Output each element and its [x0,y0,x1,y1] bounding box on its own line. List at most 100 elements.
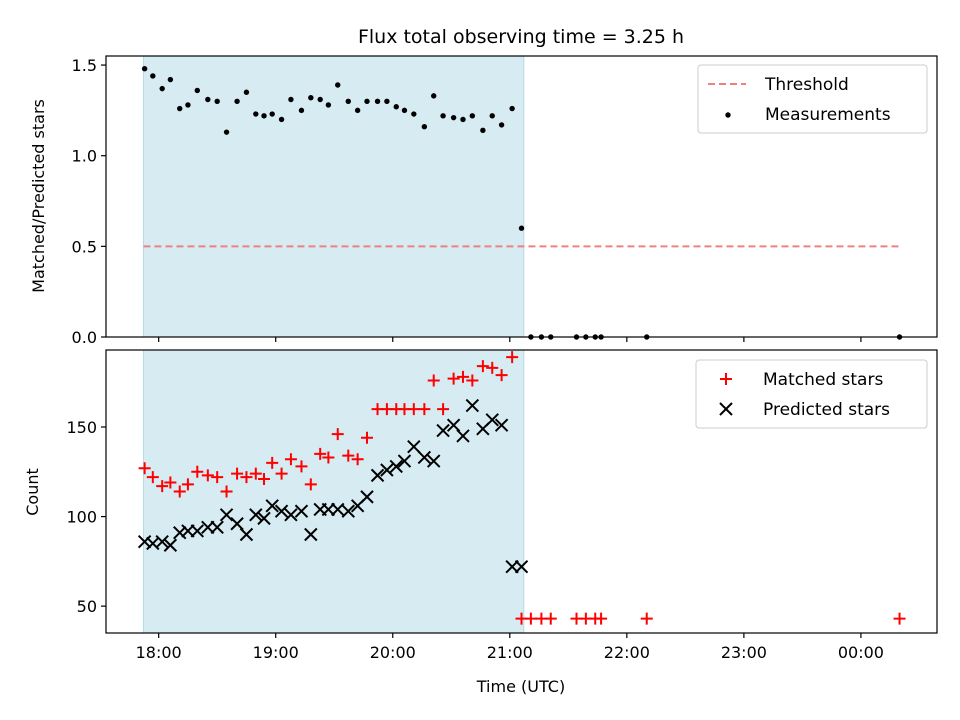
measurements-point [518,225,525,231]
measurements-point [384,98,390,105]
chart-title: Flux total observing time = 3.25 h [358,26,684,48]
matched-stars-point [220,485,233,498]
count-axes-frame [105,349,938,634]
measurements-point [194,87,200,94]
measurements-point [243,89,250,95]
measurements-point [317,96,323,103]
matched-stars-point [466,374,479,387]
measurements-point [150,73,156,79]
count-plot-area: 50 100 150 18:00 19:00 20:00 21:00 22:00 23:00 00… [66,349,938,662]
predicted-stars-point [155,534,169,549]
x-tick-label: 19:00 [253,643,299,662]
predicted-stars-point [514,560,529,574]
measurements-point [141,65,148,72]
measurements-point [278,116,285,123]
measurements-point [345,98,351,105]
measurements-point [261,113,267,119]
predicted-stars-point [407,440,421,454]
x-tick-label: 23:00 [721,643,767,662]
predicted-legend-label: Predicted stars [763,400,890,420]
measurements-point [509,105,515,112]
x-tick-label: 18:00 [136,643,182,662]
measurements-point [450,114,457,121]
matched-stars-point [295,460,308,473]
matched-stars-point [447,372,460,385]
predicted-stars-point [331,502,345,517]
predicted-stars-point [485,413,499,427]
predicted-stars-point [494,418,509,432]
matched-stars-point [351,453,364,466]
matched-stars-point [258,472,271,485]
ratio-y-tick-label: 0.5 [72,237,97,256]
matched-stars-point [249,467,262,480]
matched-stars-point [322,451,335,464]
matched-stars-point [331,428,344,441]
measurements-point [401,107,408,114]
predicted-stars-point [163,538,178,552]
matched-stars-point [486,361,499,374]
count-y-tick-label: 150 [66,418,97,437]
predicted-stars-point [370,468,385,483]
count-y-tick-label: 50 [77,597,97,616]
matched-stars-point [231,467,244,480]
predicted-stars-point [265,499,279,513]
matched-legend-label: Matched stars [763,370,883,390]
predicted-stars-point [190,524,205,538]
measurements-point [489,113,495,119]
predicted-stars-point [456,429,470,443]
measurements-point [411,111,417,117]
matched-stars-point [893,612,906,625]
measurements-point [185,102,191,108]
measurements-point [374,98,381,105]
matched-stars-point [164,476,177,489]
matched-stars-point [284,453,297,466]
measurements-point [498,122,505,128]
predicted-stars-point [380,463,394,477]
ratio-axes-frame [105,55,938,338]
predicted-stars-point [417,450,432,465]
matched-legend-swatch [720,373,732,385]
ratio-legend: Threshold Measurements [697,64,928,134]
predicted-stars-point [230,517,244,531]
ratio-y-axis-label: Matched/Predicted stars [29,99,48,293]
predicted-stars-point [173,525,187,540]
measurements-point [159,85,165,92]
measurements-point [431,93,437,99]
matched-stars-point [495,369,508,382]
matched-stars-point [211,471,224,484]
measurements-legend-swatch [725,112,731,118]
measurements-point [223,129,230,135]
count-panel: 50 100 150 18:00 19:00 20:00 21:00 22:00 23:00 00… [23,349,938,662]
x-tick-label: 21:00 [487,643,533,662]
measurements-point [460,116,466,123]
matched-stars-point [173,485,186,498]
measurements-point [205,96,211,103]
x-tick-label: 20:00 [370,643,416,662]
matched-stars-point [361,431,374,444]
count-y-tick-label: 100 [66,508,97,527]
measurements-point [298,107,305,114]
threshold-legend-label: Threshold [764,75,849,95]
predicted-stars-point [427,454,441,468]
matched-stars-point [304,478,317,491]
matched-stars-point [524,612,537,625]
predicted-stars-point [360,490,374,504]
predicted-stars-point [294,504,309,518]
predicted-stars-point [239,527,254,542]
matched-stars-point [418,403,431,416]
predicted-stars-point [210,520,224,535]
predicted-stars-point [257,511,271,526]
predicted-stars-point [436,423,450,438]
measurements-point [288,96,294,103]
matched-stars-point [427,374,440,387]
measurements-point [269,111,275,117]
measurements-point [440,113,446,119]
matched-stars-point [595,612,608,625]
predicted-stars-point [219,508,234,522]
matched-stars-point [314,447,327,460]
matched-stars-point [138,462,151,475]
measurements-point [234,98,240,105]
predicted-stars-point [249,508,263,522]
measurements-point [364,98,370,105]
